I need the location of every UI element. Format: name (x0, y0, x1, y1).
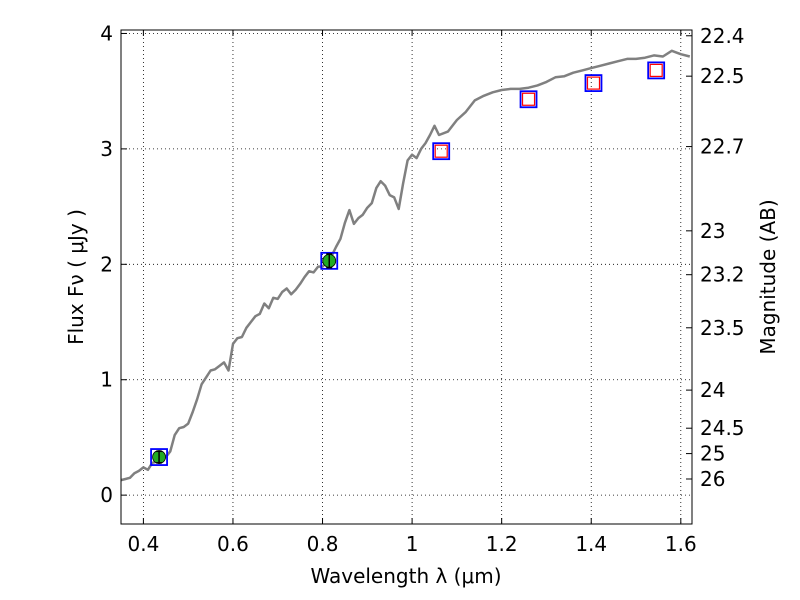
model-flux-box (584, 74, 603, 92)
model-flux-box (519, 90, 538, 109)
mag-tick-label: 24.5 (700, 416, 745, 440)
predicted-flux-box (586, 76, 601, 90)
predicted-flux-box (434, 144, 448, 158)
mag-tick-label: 23.5 (700, 316, 745, 340)
plot-frame (120, 29, 693, 525)
y-tick-label: 0 (100, 483, 113, 507)
model-layer (120, 49, 691, 482)
right-axis-title: Magnitude (AB) (756, 199, 780, 354)
mag-tick-label: 23 (700, 219, 725, 243)
x-axis-title: Wavelength λ (μm) (310, 564, 501, 588)
grid (121, 30, 692, 524)
mag-tick-label: 22.5 (700, 64, 745, 88)
model-flux-box (150, 448, 168, 466)
predicted-flux-box (521, 92, 536, 106)
model-flux-box (320, 251, 339, 270)
x-tick-label: 1.6 (665, 532, 697, 556)
x-tick-label: 1 (406, 532, 419, 556)
x-tick-label: 0.8 (307, 532, 339, 556)
x-tick-label: 1.4 (575, 532, 607, 556)
predicted-flux-box (649, 63, 663, 77)
y-tick-label: 3 (100, 137, 113, 161)
mag-tick-label: 22.7 (700, 135, 745, 159)
x-tick-label: 0.4 (127, 532, 159, 556)
y-tick-label: 1 (100, 368, 113, 392)
model-flux-box (647, 61, 666, 80)
x-tick-label: 0.6 (217, 532, 249, 556)
photometry-points (150, 61, 666, 466)
mag-tick-label: 22.4 (700, 24, 745, 48)
model-flux-box (432, 142, 451, 161)
x-tick-label: 1.2 (486, 532, 518, 556)
mag-tick-label: 25 (700, 442, 725, 466)
y-axis-title: Flux Fν ( μJy ) (64, 209, 88, 345)
mag-tick-label: 26 (700, 467, 725, 491)
sed-model-line (120, 49, 691, 482)
mag-tick-label: 24 (700, 378, 725, 402)
y-tick-label: 2 (100, 252, 113, 276)
y-tick-label: 4 (100, 21, 113, 45)
mag-tick-label: 23.2 (700, 263, 745, 287)
